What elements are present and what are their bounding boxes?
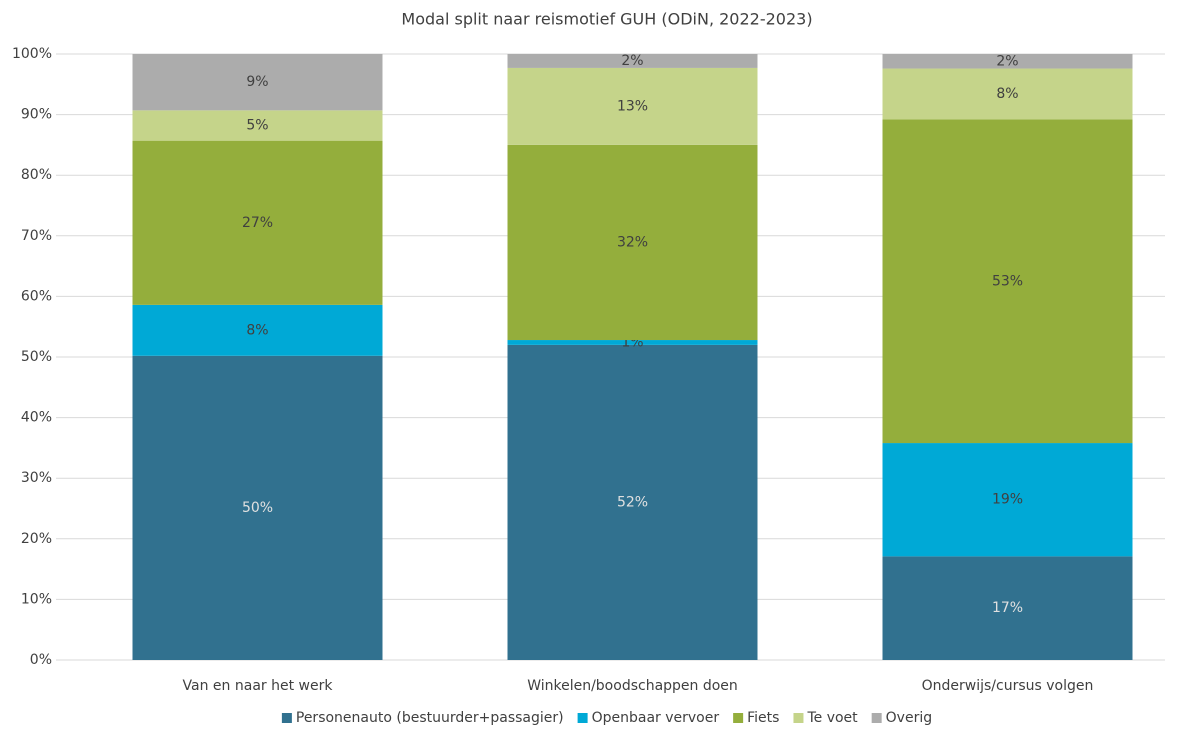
y-tick-label: 60% [21, 288, 52, 304]
legend-label: Openbaar vervoer [592, 710, 720, 726]
data-label: 2% [996, 53, 1018, 69]
bar-segment [507, 144, 758, 341]
legend-swatch [733, 713, 744, 723]
y-tick-label: 30% [21, 470, 52, 486]
data-label: 32% [617, 234, 648, 250]
bar-segment [882, 68, 1133, 120]
data-label: 17% [992, 600, 1023, 616]
bar-segment [132, 355, 383, 660]
y-tick-label: 40% [21, 410, 52, 426]
bar-segment [507, 344, 758, 660]
legend-swatch [793, 713, 804, 723]
data-label: 19% [992, 492, 1023, 508]
legend-label: Te voet [806, 710, 858, 726]
bar-segment [507, 54, 758, 68]
bar-segment [507, 67, 758, 145]
legend-label: Personenauto (bestuurder+passagier) [296, 710, 564, 726]
legend-swatch [577, 713, 588, 723]
bar-segment [882, 54, 1133, 69]
x-tick-label: Onderwijs/cursus volgen [922, 678, 1094, 694]
bar-segment [132, 304, 383, 356]
y-tick-label: 0% [30, 652, 52, 668]
data-label: 9% [246, 74, 268, 90]
bar-segment [132, 110, 383, 141]
data-label: 5% [246, 118, 268, 134]
data-label: 53% [992, 273, 1023, 289]
data-label: 52% [617, 494, 648, 510]
data-label: 2% [621, 53, 643, 69]
data-label: 27% [242, 215, 273, 231]
data-label: 8% [996, 86, 1018, 102]
bar-segment [882, 119, 1133, 444]
x-tick-label: Winkelen/boodschappen doen [527, 678, 738, 694]
y-tick-label: 70% [21, 228, 52, 244]
x-tick-label: Van en naar het werk [183, 678, 334, 694]
y-tick-label: 100% [12, 46, 52, 62]
bar-segment [882, 556, 1133, 660]
legend-label: Overig [886, 710, 932, 726]
bar-segment [882, 443, 1133, 557]
data-label: 13% [617, 98, 648, 114]
y-tick-label: 80% [21, 167, 52, 183]
legend-swatch [281, 713, 292, 723]
bar-segment [132, 140, 383, 305]
y-tick-label: 90% [21, 107, 52, 123]
y-tick-label: 50% [21, 349, 52, 365]
bar-segment [507, 340, 758, 345]
legend-label: Fiets [747, 710, 779, 726]
y-tick-label: 10% [21, 591, 52, 607]
legend-swatch [871, 713, 882, 723]
data-label: 8% [246, 322, 268, 338]
bar-segment [132, 54, 383, 111]
data-label: 50% [242, 500, 273, 516]
y-tick-label: 20% [21, 531, 52, 547]
chart-title: Modal split naar reismotief GUH (ODiN, 2… [401, 10, 812, 29]
